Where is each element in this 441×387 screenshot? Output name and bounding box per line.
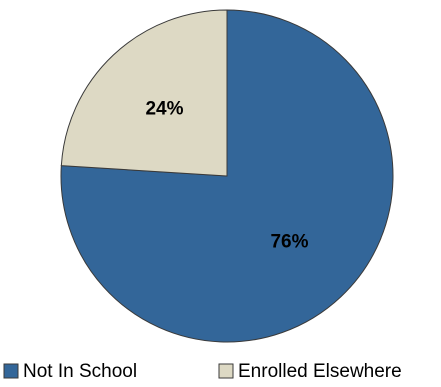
legend-label-not-in-school: Not In School bbox=[23, 361, 137, 382]
pie-slices bbox=[60, 9, 394, 343]
data-label-enrolled-elsewhere: 24% bbox=[145, 98, 183, 119]
legend-item-not-in-school: Not In School bbox=[3, 361, 137, 382]
legend-label-enrolled-elsewhere: Enrolled Elsewhere bbox=[238, 361, 402, 382]
legend: Not In School Enrolled Elsewhere bbox=[3, 361, 402, 382]
pie-data-labels: 76% 24% bbox=[145, 98, 308, 252]
legend-swatch-not-in-school bbox=[3, 363, 19, 379]
data-label-not-in-school: 76% bbox=[270, 232, 308, 253]
pie-slice-not-in-school bbox=[60, 9, 394, 343]
legend-swatch-enrolled-elsewhere bbox=[218, 363, 234, 379]
legend-item-enrolled-elsewhere: Enrolled Elsewhere bbox=[218, 361, 402, 382]
pie-slice-enrolled-elsewhere bbox=[60, 9, 228, 177]
